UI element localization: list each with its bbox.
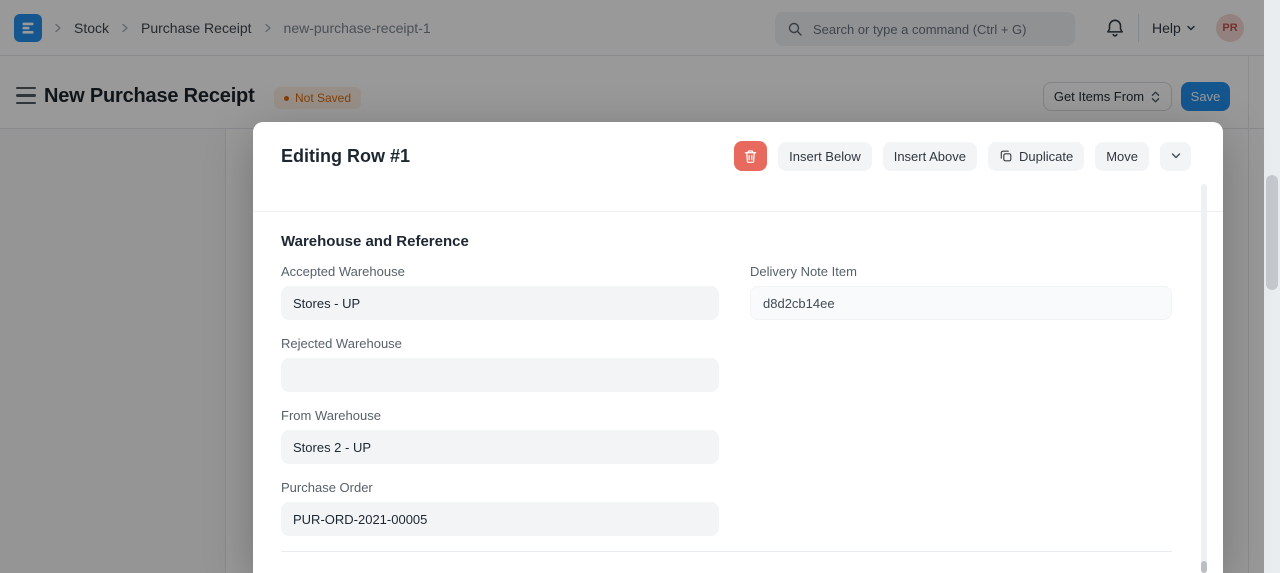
edit-row-modal: Editing Row #1 Insert Below Insert Above [253,122,1223,573]
get-items-from-label: Get Items From [1053,89,1145,104]
duplicate-icon [1000,150,1012,162]
insert-above-label: Insert Above [893,148,966,164]
chevron-down-icon [1187,25,1195,31]
modal-body: Warehouse and Reference Accepted Warehou… [253,212,1223,552]
breadcrumb-item-current-doc: new-purchase-receipt-1 [283,20,431,36]
purchase-order-input[interactable] [281,502,719,536]
move-button[interactable]: Move [1095,141,1149,171]
modal-header: Editing Row #1 Insert Below Insert Above [253,122,1223,171]
modal-scrollbar-thumb[interactable] [1201,561,1207,573]
status-badge: Not Saved [274,87,362,109]
field-control [281,502,719,536]
modal-scrollbar-track[interactable] [1201,184,1207,573]
trash-icon [744,149,757,163]
sidebar-border [225,129,226,573]
form-sidebar [0,129,225,573]
notifications-button[interactable] [1104,17,1126,39]
section-divider [281,551,1172,552]
breadcrumb-item-purchase-receipt[interactable]: Purchase Receipt [141,20,252,36]
status-badge-label: Not Saved [295,91,352,105]
field-from-warehouse: From Warehouse [281,408,719,464]
field-control [281,430,719,464]
field-accepted-warehouse: Accepted Warehouse [281,264,719,320]
field-label: Rejected Warehouse [281,336,402,351]
field-purchase-order: Purchase Order [281,480,719,536]
search-input[interactable] [811,20,1063,38]
avatar[interactable]: PR [1216,14,1244,42]
duplicate-button[interactable]: Duplicate [988,141,1085,171]
field-control [750,286,1172,320]
page-scrollbar-thumb[interactable] [1266,175,1278,290]
breadcrumb-item-stock[interactable]: Stock [74,20,110,36]
global-search[interactable] [775,12,1075,46]
erpnext-logo-glyph [22,22,34,34]
chevron-down-icon [1171,153,1180,159]
delete-row-button[interactable] [734,141,768,171]
erpnext-logo[interactable] [14,14,42,42]
form-column-right: Delivery Note Item [750,264,1172,336]
field-label: Purchase Order [281,480,373,495]
move-label: Move [1106,148,1138,164]
chevron-right-icon [122,23,128,33]
navbar-divider [1138,14,1139,42]
insert-above-button[interactable]: Insert Above [882,141,977,171]
rejected-warehouse-input[interactable] [281,358,719,392]
sidebar-toggle-icon[interactable] [16,87,36,104]
save-button[interactable]: Save [1181,82,1230,111]
from-warehouse-input[interactable] [281,430,719,464]
help-label: Help [1152,20,1181,36]
insert-below-label: Insert Below [789,148,861,164]
field-label: Delivery Note Item [750,264,857,279]
field-rejected-warehouse: Rejected Warehouse [281,336,719,392]
accepted-warehouse-input[interactable] [281,286,719,320]
section-title: Warehouse and Reference [281,233,469,250]
page-scrollbar[interactable] [1264,0,1280,573]
page-header: New Purchase Receipt Not Saved Get Items… [0,56,1280,129]
more-actions-button[interactable] [1160,141,1191,171]
field-label: Accepted Warehouse [281,264,405,279]
help-menu[interactable]: Help [1152,0,1196,56]
status-dot-icon [284,95,289,101]
modal-toolbar: Insert Below Insert Above Duplicate Move [734,141,1191,171]
navbar: Stock Purchase Receipt new-purchase-rece… [0,0,1280,56]
get-items-from-button[interactable]: Get Items From [1043,82,1172,111]
form-grid: Accepted Warehouse Rejected Warehouse Fr… [281,264,1195,552]
field-control [281,358,719,392]
save-button-label: Save [1190,89,1221,104]
field-control [281,286,719,320]
field-delivery-note-item: Delivery Note Item [750,264,1172,320]
duplicate-label: Duplicate [1019,148,1074,164]
up-down-chevron-icon [1151,91,1160,102]
avatar-initials: PR [1222,22,1238,34]
chevron-right-icon [55,23,61,33]
search-icon [788,22,802,36]
content-right-border [1248,56,1249,573]
modal-title: Editing Row #1 [281,145,411,166]
delivery-note-item-input[interactable] [750,286,1172,320]
form-column-left: Accepted Warehouse Rejected Warehouse Fr… [281,264,719,552]
page-title: New Purchase Receipt [44,85,255,107]
insert-below-button[interactable]: Insert Below [778,141,872,171]
modal-header-divider [253,211,1223,212]
chevron-right-icon [264,23,271,33]
breadcrumb: Stock Purchase Receipt new-purchase-rece… [52,0,431,56]
field-label: From Warehouse [281,408,381,423]
bell-icon [1107,19,1123,37]
